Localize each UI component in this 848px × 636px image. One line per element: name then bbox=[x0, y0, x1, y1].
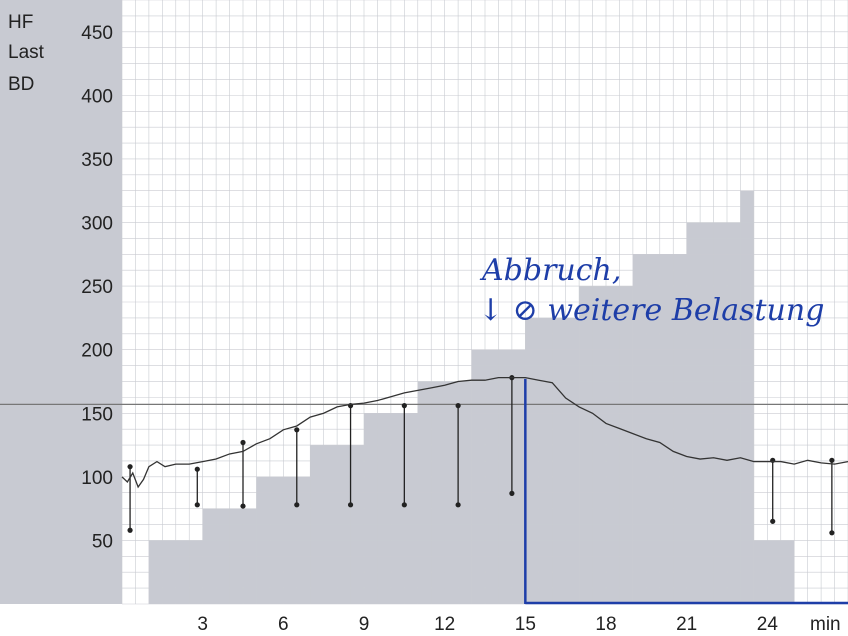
x-tick-6: 6 bbox=[278, 614, 289, 635]
annotation-line-2: ↓ ⊘ weitere Belastung bbox=[478, 293, 824, 328]
bp-systolic-point bbox=[829, 457, 835, 463]
bp-marker-7 bbox=[509, 375, 515, 496]
y-tick-labels: 50 100 150 200 250 300 350 400 450 bbox=[81, 23, 113, 553]
bp-diastolic-point bbox=[294, 502, 300, 508]
y-tick-150: 150 bbox=[81, 404, 113, 425]
bp-diastolic-point bbox=[509, 490, 515, 496]
bp-marker-2 bbox=[240, 439, 246, 509]
x-tick-3: 3 bbox=[197, 614, 208, 635]
bp-marker-5 bbox=[401, 403, 407, 508]
y-tick-300: 300 bbox=[81, 214, 113, 235]
bp-diastolic-point bbox=[347, 502, 354, 508]
x-tick-21: 21 bbox=[676, 614, 697, 635]
bp-diastolic-point bbox=[401, 502, 407, 508]
annotation-line-1: Abbruch, bbox=[479, 253, 621, 288]
bp-systolic-point bbox=[401, 403, 407, 409]
bp-systolic-point bbox=[294, 427, 300, 433]
x-axis-label-min: min bbox=[810, 614, 841, 635]
heart-rate-line bbox=[121, 377, 848, 489]
y-label-last: Last bbox=[8, 42, 45, 63]
y-tick-100: 100 bbox=[81, 468, 113, 489]
x-tick-24: 24 bbox=[757, 614, 779, 635]
x-tick-9: 9 bbox=[359, 614, 370, 635]
left-label-panel bbox=[0, 0, 122, 604]
bp-systolic-point bbox=[455, 403, 461, 409]
bp-marker-9 bbox=[829, 457, 835, 536]
y-tick-200: 200 bbox=[81, 341, 113, 362]
y-label-hf: HF bbox=[8, 12, 33, 33]
blood-pressure-markers bbox=[127, 375, 835, 536]
y-tick-400: 400 bbox=[81, 86, 113, 107]
x-tick-15: 15 bbox=[515, 614, 536, 635]
bp-systolic-point bbox=[127, 464, 133, 470]
bp-diastolic-point bbox=[455, 502, 461, 508]
handwritten-annotation: Abbruch, ↓ ⊘ weitere Belastung bbox=[478, 253, 848, 605]
bp-marker-6 bbox=[455, 403, 461, 508]
y-tick-350: 350 bbox=[81, 150, 113, 171]
bp-diastolic-point bbox=[829, 530, 835, 536]
bp-systolic-point bbox=[194, 466, 200, 472]
bp-diastolic-point bbox=[240, 503, 246, 509]
bp-systolic-point bbox=[240, 439, 246, 446]
x-tick-18: 18 bbox=[595, 614, 616, 635]
y-axis-labels: HF Last BD bbox=[8, 12, 45, 95]
y-label-bd: BD bbox=[8, 74, 34, 95]
y-tick-450: 450 bbox=[81, 23, 113, 44]
bp-marker-1 bbox=[194, 466, 200, 508]
x-tick-12: 12 bbox=[434, 614, 455, 635]
bp-diastolic-point bbox=[194, 502, 200, 508]
bp-diastolic-point bbox=[770, 518, 776, 524]
y-tick-50: 50 bbox=[92, 531, 113, 552]
bp-marker-3 bbox=[294, 427, 300, 508]
y-tick-250: 250 bbox=[81, 277, 113, 298]
x-tick-labels: 3 6 9 12 15 18 21 24 bbox=[197, 614, 778, 635]
bp-diastolic-point bbox=[127, 527, 133, 533]
